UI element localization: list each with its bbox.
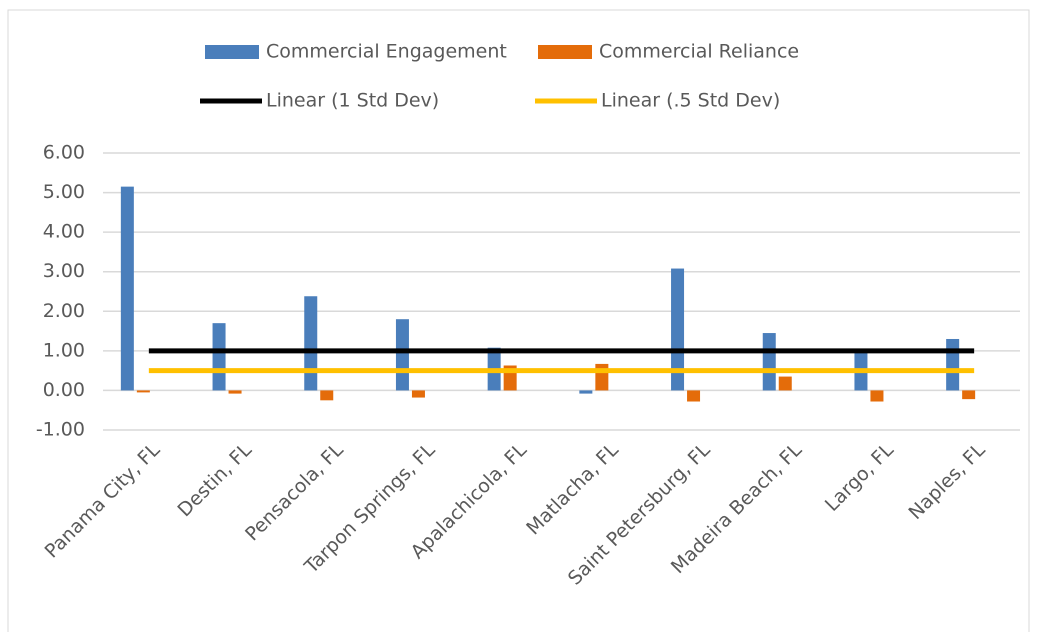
chart-border [7, 9, 1030, 632]
bar [136, 390, 150, 393]
bar [411, 390, 425, 398]
bar [671, 268, 685, 391]
y-tick-label: 6.00 [43, 142, 85, 164]
y-tick-label: 1.00 [43, 339, 85, 361]
legend-swatch [538, 45, 592, 59]
bar [946, 338, 960, 391]
bar [762, 333, 776, 391]
bar [579, 390, 593, 394]
y-tick-label: 2.00 [43, 300, 85, 322]
y-tick-label: 5.00 [43, 181, 85, 203]
legend-label: Linear (.5 Std Dev) [601, 90, 780, 112]
bar [120, 186, 134, 391]
legend-label: Commercial Reliance [599, 41, 799, 63]
y-tick-label: 4.00 [43, 221, 85, 243]
legend-swatch [205, 45, 259, 59]
legend-label: Linear (1 Std Dev) [266, 90, 439, 112]
bar [320, 390, 334, 401]
bar [395, 319, 409, 391]
y-tick-label: -1.00 [36, 419, 85, 441]
bar [870, 390, 884, 402]
bar [304, 296, 318, 391]
bar [687, 390, 701, 402]
y-tick-label: 0.00 [43, 379, 85, 401]
y-tick-label: 3.00 [43, 260, 85, 282]
bar [212, 323, 226, 391]
bar [228, 390, 242, 394]
bar [595, 363, 609, 391]
bar [962, 390, 976, 400]
bar [778, 376, 792, 391]
legend-label: Commercial Engagement [266, 41, 507, 63]
